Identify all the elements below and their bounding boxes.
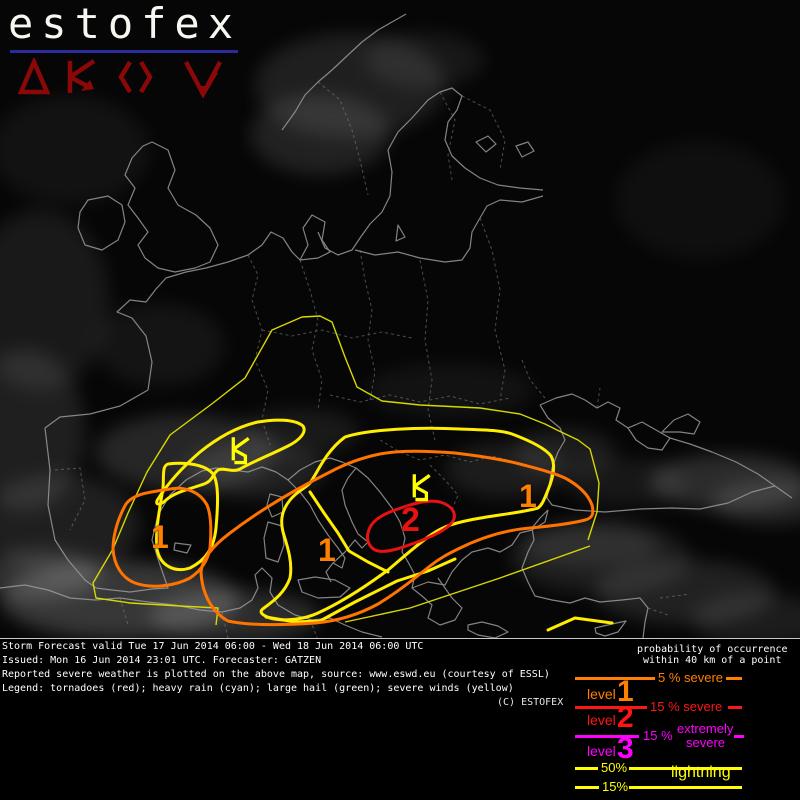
k-arrow-head <box>81 80 94 91</box>
tornado-triangle-icon <box>18 58 51 95</box>
hail-parentheses-icon <box>118 60 153 94</box>
level3-threshold-word2: severe <box>686 735 726 750</box>
reported-weather-text: Reported severe weather is plotted on th… <box>2 669 550 680</box>
legend-header-line2: within 40 km of a point <box>643 655 782 666</box>
level2-word: level <box>587 712 616 728</box>
level-2-contour <box>366 499 456 553</box>
coastlines <box>0 13 793 638</box>
level1-word: level <box>587 686 616 702</box>
legend-colors-text: Legend: tornadoes (red); heavy rain (cya… <box>2 683 514 694</box>
estofex-logo-title: estofex <box>8 0 242 48</box>
level-1-contour <box>111 449 595 627</box>
level2-threshold-label: 15 % severe <box>650 699 723 714</box>
level1-threshold-line <box>575 677 655 680</box>
level3-threshold-pct: 15 % <box>643 728 673 743</box>
logo-underline <box>10 50 238 53</box>
level3-threshold-line <box>575 735 639 738</box>
level1-threshold-label: 5 % severe <box>658 670 724 685</box>
level2-threshold-line-right <box>728 706 742 709</box>
level3-threshold-line-right <box>734 735 744 738</box>
satellite-map <box>0 13 800 638</box>
lightning-50-line-left <box>575 767 598 770</box>
level3-threshold-word1: extremely <box>677 721 734 736</box>
lightning-50-label: 50% <box>601 760 628 775</box>
level3-word: level <box>587 743 616 759</box>
estofex-logo: estofex <box>8 0 242 99</box>
lightning-50-contour <box>155 418 614 632</box>
legend-header-line1: probability of occurrence <box>637 644 788 655</box>
level3-number: 3 <box>617 732 634 765</box>
level2-threshold-line <box>575 706 647 709</box>
lightning-50-line-right <box>629 767 742 770</box>
v-arrow-head <box>197 86 209 98</box>
issued-text: Issued: Mon 16 Jun 2014 23:01 UTC. Forec… <box>2 655 322 666</box>
lightning-label: lightning <box>671 764 731 781</box>
lightning-15-line-left <box>575 786 599 789</box>
level2-number: 2 <box>617 701 634 734</box>
lightning-15-label: 15% <box>602 779 629 794</box>
lightning-15-contour <box>92 315 600 626</box>
country-borders <box>54 81 691 638</box>
level1-threshold-line-right <box>726 677 742 680</box>
lightning-15-line-right <box>629 786 742 789</box>
forecast-valid-text: Storm Forecast valid Tue 17 Jun 2014 06:… <box>2 641 424 652</box>
level1-number: 1 <box>617 675 634 708</box>
copyright-text: (C) ESTOFEX <box>497 697 564 708</box>
map-separator-line <box>0 638 800 639</box>
